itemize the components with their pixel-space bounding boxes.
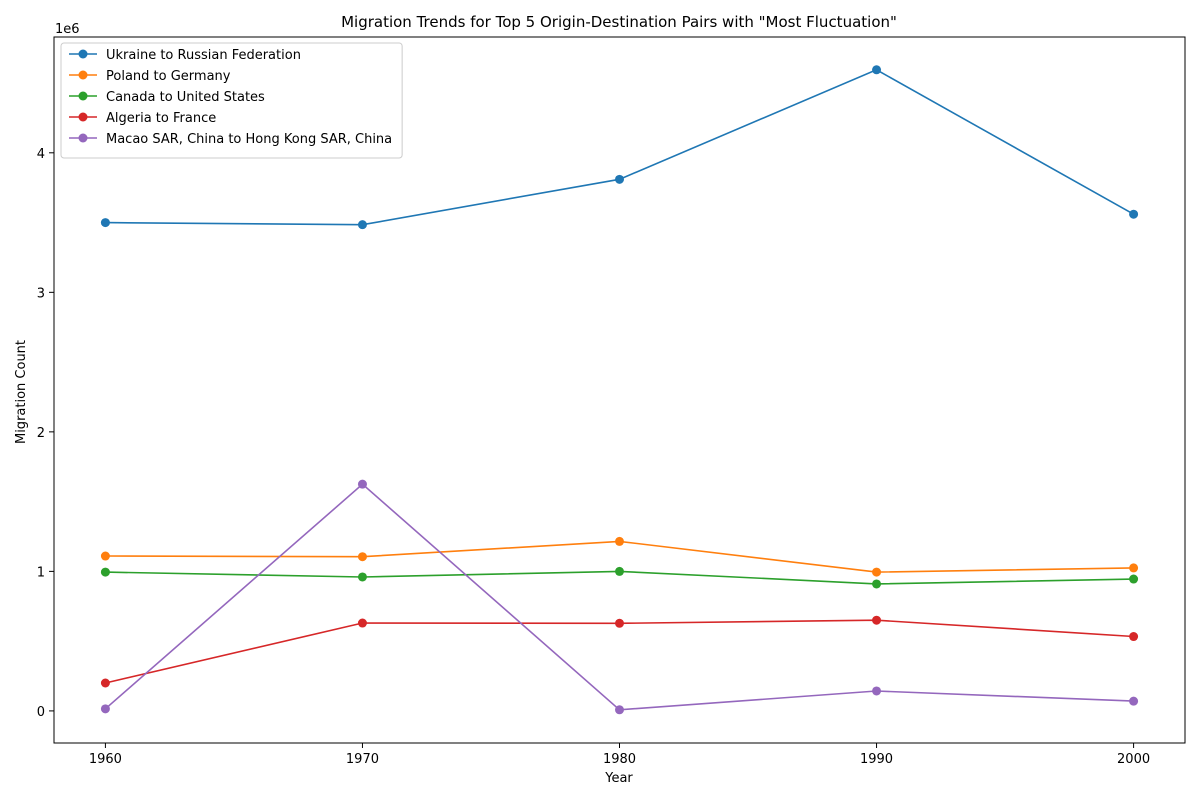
series-line bbox=[104, 483, 1134, 711]
plot-frame bbox=[53, 36, 1186, 744]
y-axis-label: Migration Count bbox=[14, 340, 29, 444]
series-2 bbox=[100, 566, 1139, 589]
data-point bbox=[357, 552, 367, 562]
data-point bbox=[1129, 574, 1139, 584]
data-point bbox=[100, 567, 110, 577]
x-tick-label: 1960 bbox=[89, 752, 122, 767]
legend-marker bbox=[78, 49, 88, 59]
data-point bbox=[1129, 696, 1139, 706]
legend-marker bbox=[78, 133, 88, 143]
x-tick-label: 1970 bbox=[346, 752, 379, 767]
data-point bbox=[1129, 632, 1139, 642]
legend-item: Macao SAR, China to Hong Kong SAR, China bbox=[69, 132, 392, 147]
data-point bbox=[1129, 209, 1139, 219]
y-tick-label: 0 bbox=[37, 705, 45, 720]
y-tick-label: 2 bbox=[37, 426, 45, 441]
y-axis-offset-label: 1e6 bbox=[55, 22, 80, 37]
data-point bbox=[615, 705, 624, 715]
axis-ticks: 1960 1970 1980 1990 2000 0 1 2 3 4 bbox=[37, 147, 1150, 767]
legend-label: Canada to United States bbox=[106, 90, 265, 105]
x-tick-label: 1980 bbox=[603, 752, 636, 767]
legend-item: Ukraine to Russian Federation bbox=[69, 48, 301, 63]
x-tick-label: 2000 bbox=[1117, 752, 1150, 767]
data-point bbox=[872, 579, 882, 589]
data-point bbox=[615, 174, 624, 184]
data-point bbox=[872, 686, 882, 696]
y-tick-label: 4 bbox=[37, 147, 45, 162]
legend-item: Poland to Germany bbox=[69, 69, 231, 84]
legend: Ukraine to Russian Federation Poland to G… bbox=[60, 42, 403, 159]
legend-item: Algeria to France bbox=[69, 111, 216, 126]
legend-box bbox=[60, 42, 403, 159]
x-tick-label: 1990 bbox=[860, 752, 893, 767]
series-3 bbox=[100, 615, 1139, 688]
legend-marker bbox=[78, 112, 88, 122]
data-point bbox=[615, 536, 624, 546]
series-4 bbox=[100, 479, 1139, 715]
data-point bbox=[100, 704, 110, 714]
y-tick-label: 3 bbox=[37, 286, 45, 301]
data-point bbox=[100, 218, 110, 228]
data-point bbox=[100, 678, 110, 688]
series-1 bbox=[100, 536, 1139, 577]
data-point bbox=[872, 65, 882, 75]
legend-item: Canada to United States bbox=[69, 90, 265, 105]
legend-label: Macao SAR, China to Hong Kong SAR, China bbox=[106, 132, 392, 147]
data-point bbox=[615, 566, 624, 576]
data-point bbox=[100, 551, 110, 561]
legend-marker bbox=[78, 70, 88, 80]
legend-label: Algeria to France bbox=[106, 111, 216, 126]
data-point bbox=[615, 618, 624, 628]
data-point bbox=[872, 615, 882, 625]
data-point bbox=[357, 220, 367, 230]
x-axis-label: Year bbox=[604, 771, 633, 786]
data-point bbox=[357, 618, 367, 628]
data-point bbox=[357, 479, 367, 489]
legend-label: Ukraine to Russian Federation bbox=[106, 48, 301, 63]
legend-label: Poland to Germany bbox=[106, 69, 231, 84]
legend-marker bbox=[78, 91, 88, 101]
series-0 bbox=[100, 65, 1139, 230]
series-line bbox=[105, 619, 1134, 684]
data-point bbox=[872, 567, 882, 577]
y-tick-label: 1 bbox=[37, 565, 45, 580]
data-point bbox=[1129, 563, 1139, 573]
data-point bbox=[357, 572, 367, 582]
series-lines bbox=[100, 65, 1139, 715]
chart-title: Migration Trends for Top 5 Origin-Destin… bbox=[341, 13, 897, 31]
